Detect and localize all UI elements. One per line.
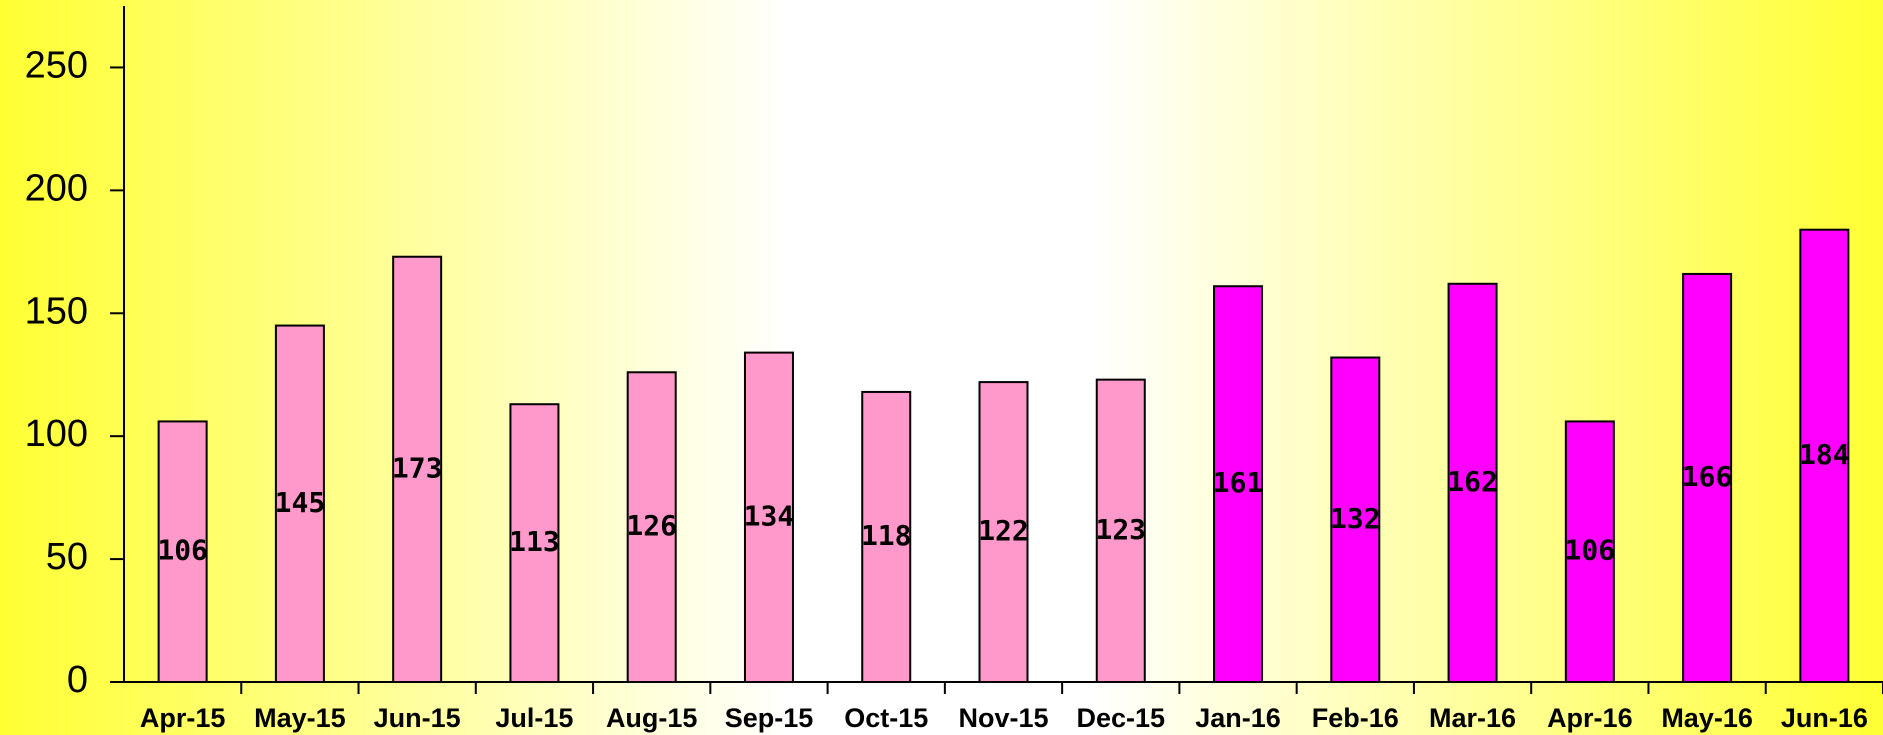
bar [743,351,794,683]
bar [626,371,677,683]
value-label: 134 [744,499,795,532]
x-tick-label: Oct-15 [844,703,928,733]
bar [1564,420,1615,683]
x-tick-label: Apr-15 [140,703,226,733]
y-tick-label: 0 [67,659,88,701]
bar [1799,228,1850,683]
value-label: 166 [1682,460,1733,493]
x-tick-label: Aug-15 [606,703,698,733]
bar [1213,285,1264,683]
value-label: 145 [275,486,326,519]
x-tick-label: Dec-15 [1076,703,1165,733]
value-label: 126 [626,509,677,542]
value-label: 132 [1330,502,1381,535]
value-label: 162 [1447,465,1498,498]
y-tick-label: 250 [25,44,88,86]
x-tick-label: Feb-16 [1312,703,1399,733]
bar [1330,356,1381,683]
bar [509,403,560,683]
y-tick-label: 200 [25,167,88,209]
x-tick-label: Nov-15 [958,703,1048,733]
x-tick-label: Apr-16 [1547,703,1633,733]
bar [1682,272,1733,683]
bar [1447,282,1498,683]
x-tick-label: Jul-15 [495,703,573,733]
value-label: 106 [1565,534,1616,567]
x-tick-label: May-16 [1661,703,1753,733]
bar [157,420,208,683]
value-label: 173 [392,451,443,484]
x-tick-label: Mar-16 [1429,703,1516,733]
value-label: 123 [1095,513,1146,546]
value-label: 113 [509,525,560,558]
value-label: 106 [157,534,208,567]
bar [274,324,325,683]
x-tick-label: Jun-15 [374,703,461,733]
bar [1095,378,1146,683]
y-tick-label: 100 [25,413,88,455]
y-tick-label: 150 [25,290,88,332]
value-label: 184 [1799,438,1850,471]
value-label: 118 [861,519,912,552]
x-tick-label: Jan-16 [1195,703,1281,733]
value-label: 161 [1213,466,1264,499]
bar [392,255,443,683]
y-tick-label: 50 [46,536,88,578]
x-tick-label: Sep-15 [725,703,814,733]
value-label: 122 [978,514,1029,547]
x-tick-label: Jun-16 [1781,703,1868,733]
x-tick-label: May-15 [254,703,346,733]
